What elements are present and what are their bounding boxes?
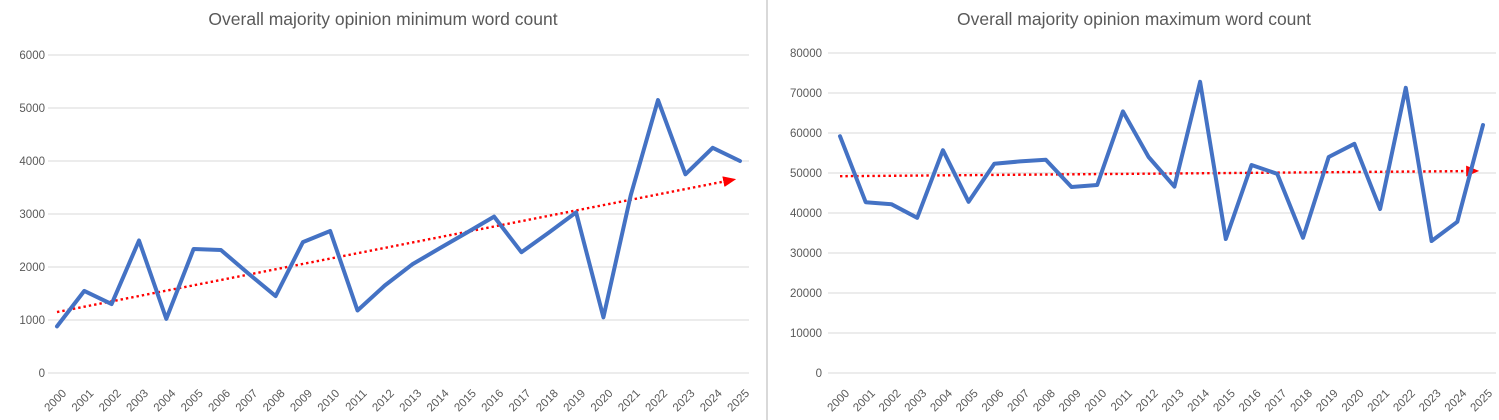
x-axis-label: 2010 — [316, 388, 343, 415]
x-axis-label: 2014 — [1186, 387, 1213, 414]
y-axis-label: 30000 — [790, 248, 822, 260]
x-axis-label: 2013 — [398, 388, 425, 415]
x-axis-label: 2002 — [877, 388, 904, 415]
trendline — [839, 165, 1480, 178]
x-axis-label: 2016 — [480, 388, 507, 415]
x-axis-label: 2008 — [261, 388, 288, 415]
x-axis-label: 2003 — [903, 388, 930, 415]
x-axis-label: 2023 — [1417, 388, 1444, 415]
x-axis-label: 2007 — [234, 388, 261, 415]
y-axis-label: 50000 — [790, 168, 822, 180]
y-axis-label: 20000 — [790, 288, 822, 300]
chart-panel-minimum[interactable]: 0 1000 2000 3000 4000 5000 6000 2000 2001 2002 200… — [0, 0, 766, 420]
y-axis-label: 70000 — [790, 88, 822, 100]
x-axis-label: 2013 — [1160, 388, 1187, 415]
x-axis-label: 2018 — [534, 388, 561, 415]
x-axis-label: 2015 — [1211, 388, 1238, 415]
y-axis-label: 3000 — [19, 209, 45, 221]
x-axis-label: 2023 — [671, 388, 698, 415]
max-word-count-chart: 0 10000 20000 30000 40000 50000 60000 70000 8000… — [790, 48, 1496, 415]
x-axis-label: 2009 — [1057, 388, 1084, 415]
x-axis-label: 2021 — [1366, 388, 1393, 415]
x-axis-label: 2021 — [616, 388, 643, 415]
y-axis-label: 40000 — [790, 208, 822, 220]
y-axis-label: 2000 — [19, 262, 45, 274]
x-axis-label: 2017 — [507, 388, 534, 415]
x-axis-label: 2024 — [698, 387, 725, 414]
x-axis-label: 2001 — [851, 388, 878, 415]
x-axis-label: 2022 — [644, 388, 671, 415]
chart-panel-maximum[interactable]: 0 10000 20000 30000 40000 50000 60000 70000 8000… — [769, 0, 1499, 420]
x-axis-label: 2012 — [1134, 388, 1161, 415]
y-axis-label: 5000 — [19, 103, 45, 115]
x-axis-label: 2006 — [980, 388, 1007, 415]
x-axis-label: 2003 — [124, 388, 151, 415]
x-axis-label: 2009 — [288, 388, 315, 415]
y-axis-label: 1000 — [19, 315, 45, 327]
x-axis-label: 2020 — [1340, 388, 1367, 415]
panel-divider — [766, 0, 768, 420]
y-axis-label: 6000 — [19, 50, 45, 62]
x-axis-label: 2011 — [344, 388, 370, 414]
x-axis-label: 2024 — [1443, 387, 1470, 414]
x-axis-label: 2007 — [1006, 388, 1033, 415]
x-axis-label: 2010 — [1083, 388, 1110, 415]
x-axis-label: 2005 — [179, 388, 206, 415]
x-axis-label: 2011 — [1109, 388, 1135, 414]
y-axis-label: 0 — [816, 368, 822, 380]
x-axis-label: 2019 — [562, 388, 589, 415]
x-axis-label: 2008 — [1031, 388, 1058, 415]
x-axis-label: 2005 — [954, 388, 981, 415]
x-axis-label: 2004 — [928, 387, 955, 414]
y-axis-label: 0 — [39, 368, 45, 380]
y-axis-label: 60000 — [790, 128, 822, 140]
x-axis-label: 2006 — [206, 388, 233, 415]
y-axis-label: 80000 — [790, 48, 822, 60]
y-axis-label: 10000 — [790, 328, 822, 340]
x-axis-label: 2015 — [452, 388, 479, 415]
trendline — [56, 176, 737, 314]
x-axis-label: 2000 — [43, 388, 70, 415]
data-series-line — [55, 98, 742, 329]
x-axis-label: 2025 — [1469, 388, 1496, 415]
x-axis-label: 2016 — [1237, 388, 1264, 415]
x-axis-label: 2004 — [152, 387, 179, 414]
x-axis-label: 2012 — [370, 388, 397, 415]
chart-title-maximum: Overall majority opinion maximum word co… — [956, 9, 1312, 29]
x-axis-label: 2025 — [726, 388, 753, 415]
x-axis-label: 2001 — [70, 388, 97, 415]
data-series-line — [838, 79, 1485, 243]
chart-title-minimum: Overall majority opinion minimum word co… — [208, 9, 558, 29]
x-axis-label: 2002 — [97, 388, 124, 415]
x-axis-label: 2018 — [1288, 388, 1315, 415]
x-axis-label: 2014 — [425, 387, 452, 414]
y-axis-label: 4000 — [19, 156, 45, 168]
x-axis-label: 2017 — [1263, 388, 1290, 415]
x-axis-label: 2020 — [589, 388, 616, 415]
x-axis-label: 2019 — [1314, 388, 1341, 415]
x-axis-label: 2022 — [1391, 388, 1418, 415]
x-axis-label: 2000 — [826, 388, 853, 415]
